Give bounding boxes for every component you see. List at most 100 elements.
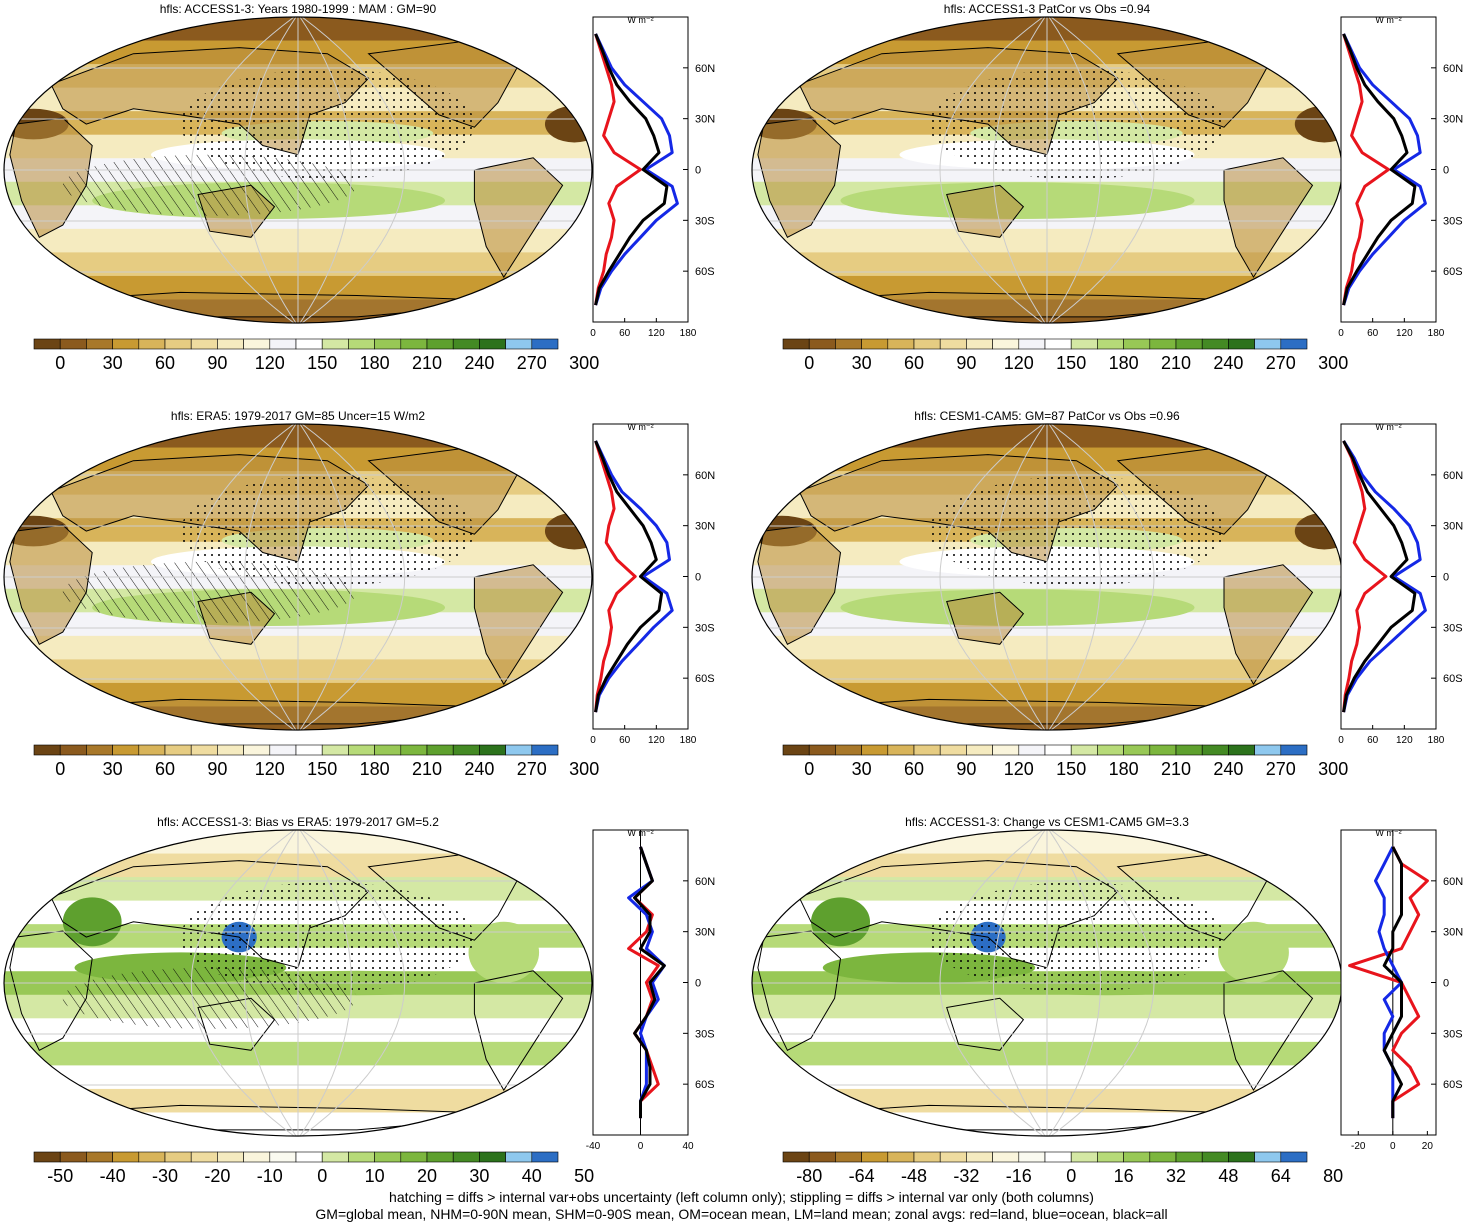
profile-lat-label: 60S [695, 673, 715, 685]
colorbar-tick-label: 60 [904, 759, 924, 779]
gridline [244, 17, 297, 323]
colorbar-swatch [59, 1151, 87, 1163]
colorbar-tick-label: 120 [255, 353, 285, 373]
colorbar-swatch [1228, 744, 1255, 756]
profile-line-all [1382, 846, 1403, 1119]
stippling [180, 476, 475, 587]
colorbar-swatch [966, 744, 993, 756]
colorbar-tick-label: 48 [1218, 1166, 1238, 1186]
profile-lat-label: 30S [1443, 1028, 1463, 1040]
colorbar-swatch [887, 744, 915, 756]
profile-line-all [633, 846, 666, 1119]
colorbar-tick-label: 300 [569, 353, 599, 373]
colorbar-swatch [531, 1151, 559, 1163]
colorbar-tick-label: 150 [307, 353, 337, 373]
colorbar-swatch [138, 338, 166, 350]
colorbar-tick-label: 240 [1213, 353, 1243, 373]
colorbar-swatch [164, 338, 192, 350]
profile-line-ocean [627, 846, 666, 1119]
profile-x-label: 40 [682, 1141, 694, 1152]
profile-x-label: 120 [648, 328, 665, 339]
profile-x-label: 120 [1396, 735, 1413, 746]
gridline [299, 830, 352, 1136]
coastline [473, 970, 564, 1092]
colorbar-swatch [1018, 338, 1046, 350]
colorbar-swatch [1254, 338, 1282, 350]
colorbar-tick-label: 0 [317, 1166, 327, 1186]
colorbar-tick-label: 20 [417, 1166, 437, 1186]
colorbar-swatch [321, 744, 349, 756]
map-field [752, 830, 1342, 1136]
map-anomaly [840, 589, 1195, 626]
colorbar-swatch [913, 744, 941, 756]
colorbar-tick-label: 270 [1266, 353, 1296, 373]
colorbar-swatch [112, 338, 140, 350]
colorbar-swatch [808, 1151, 836, 1163]
colorbar-swatch [1228, 1151, 1255, 1163]
profile-line-all [594, 440, 664, 713]
colorbar-swatch [835, 338, 862, 350]
profile-lat-label: 30S [1443, 622, 1463, 634]
profile-x-label: -40 [586, 1141, 601, 1152]
colorbar-swatch [426, 338, 454, 350]
profile-lat-label: 60N [695, 876, 715, 888]
gridline [1050, 17, 1155, 323]
profile-lat-label: 0 [695, 165, 701, 177]
colorbar-swatch [1044, 1151, 1072, 1163]
colorbar-swatch [782, 1151, 810, 1163]
profile-x-label: 120 [648, 735, 665, 746]
profile-lat-label: 30N [695, 114, 715, 126]
colorbar-swatch [321, 1151, 349, 1163]
colorbar-tick-label: 10 [365, 1166, 385, 1186]
profile-lat-label: 30N [695, 927, 715, 939]
gridline [993, 17, 1046, 323]
colorbar-tick-label: 120 [255, 759, 285, 779]
colorbar-swatch [269, 1151, 297, 1163]
colorbar-tick-label: 50 [574, 1166, 594, 1186]
colorbar-swatch [1123, 744, 1151, 756]
colorbar-swatch [295, 338, 323, 350]
profile-line-ocean [594, 440, 674, 713]
colorbar-swatch [531, 744, 559, 756]
profile-x-label: 120 [1396, 328, 1413, 339]
map-border [3, 16, 593, 324]
colorbar-tick-label: 210 [412, 353, 442, 373]
gridline [190, 424, 295, 730]
profile-x-label: 0 [590, 328, 596, 339]
colorbar-swatch [1044, 338, 1072, 350]
colorbar-swatch [505, 1151, 533, 1163]
profile-line-all [594, 33, 669, 306]
gridline [1050, 830, 1155, 1136]
profile-lat-label: 30S [695, 622, 715, 634]
colorbar-swatch [452, 338, 480, 350]
gridline [993, 830, 1046, 1136]
colorbar-tick-label: 30 [852, 353, 872, 373]
colorbar-tick-label: -50 [47, 1166, 73, 1186]
hatching [62, 561, 357, 623]
colorbar-swatch [1201, 1151, 1229, 1163]
profile-line-land [594, 440, 637, 713]
profile-lat-label: 60N [695, 470, 715, 482]
profile-lat-label: 60S [1443, 266, 1463, 278]
colorbar-tick-label: 210 [1161, 759, 1191, 779]
colorbar-swatch [86, 1151, 113, 1163]
gridline [190, 17, 295, 323]
colorbar-swatch [1280, 744, 1308, 756]
gridline [190, 830, 295, 1136]
profile-line-ocean [1342, 440, 1427, 713]
panel-title: hfls: ACCESS1-3: Change vs CESM1-CAM5 GM… [905, 815, 1189, 829]
colorbar-swatch [782, 744, 810, 756]
profile-lat-label: 0 [1443, 572, 1449, 584]
panel-title: hfls: ACCESS1-3: Bias vs ERA5: 1979-2017… [157, 815, 439, 829]
colorbar-swatch [1149, 338, 1177, 350]
colorbar-swatch [400, 744, 428, 756]
map-anomaly [1218, 921, 1289, 984]
colorbar-swatch [1175, 744, 1203, 756]
colorbar-tick-label: 150 [1056, 353, 1086, 373]
colorbar-tick-label: 32 [1166, 1166, 1186, 1186]
colorbar-tick-label: 120 [1004, 759, 1034, 779]
profile-lat-label: 60N [695, 63, 715, 75]
colorbar-tick-label: 240 [464, 353, 494, 373]
colorbar-swatch [217, 338, 244, 350]
gridline [299, 17, 352, 323]
